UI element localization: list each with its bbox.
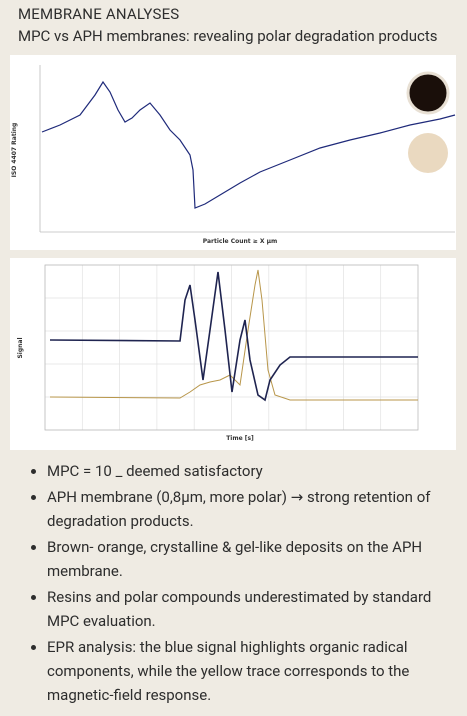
bullet: APH membrane (0,8µm, more polar) → stron… — [47, 485, 467, 533]
membrane-dark — [406, 71, 450, 115]
figure-panel: Signal Time [s] — [10, 258, 456, 450]
blue-trace — [49, 271, 418, 402]
y-label: ISO 4407 Rating — [11, 123, 18, 178]
subtitle: MPC vs APH membranes: revealing polar de… — [18, 27, 438, 45]
yellow-trace — [49, 269, 418, 401]
figure: Signal Time [s] — [17, 264, 419, 442]
title: MEMBRANE ANALYSES — [18, 5, 180, 23]
x-label: Particle Count ≥ X µm — [203, 238, 277, 245]
y-label: Signal — [17, 337, 24, 358]
figure: ISO 4407 Rating Particle Count ≥ X µm — [11, 65, 456, 245]
figure-panel: ISO 4407 Rating Particle Count ≥ X µm — [10, 55, 456, 250]
bullet: Resins and polar compounds underestimate… — [47, 585, 467, 633]
x-label: Time [s] — [226, 435, 254, 442]
bullet: EPR analysis: the blue signal highlights… — [47, 635, 467, 707]
curve — [41, 80, 456, 209]
bullet: Brown- orange, crystalline & gel-like de… — [47, 535, 467, 583]
bullet-list: MPC = 10 _ deemed satisfactoryAPH membra… — [22, 459, 467, 709]
bullet: MPC = 10 _ deemed satisfactory — [47, 459, 467, 483]
membrane-light — [408, 133, 448, 173]
